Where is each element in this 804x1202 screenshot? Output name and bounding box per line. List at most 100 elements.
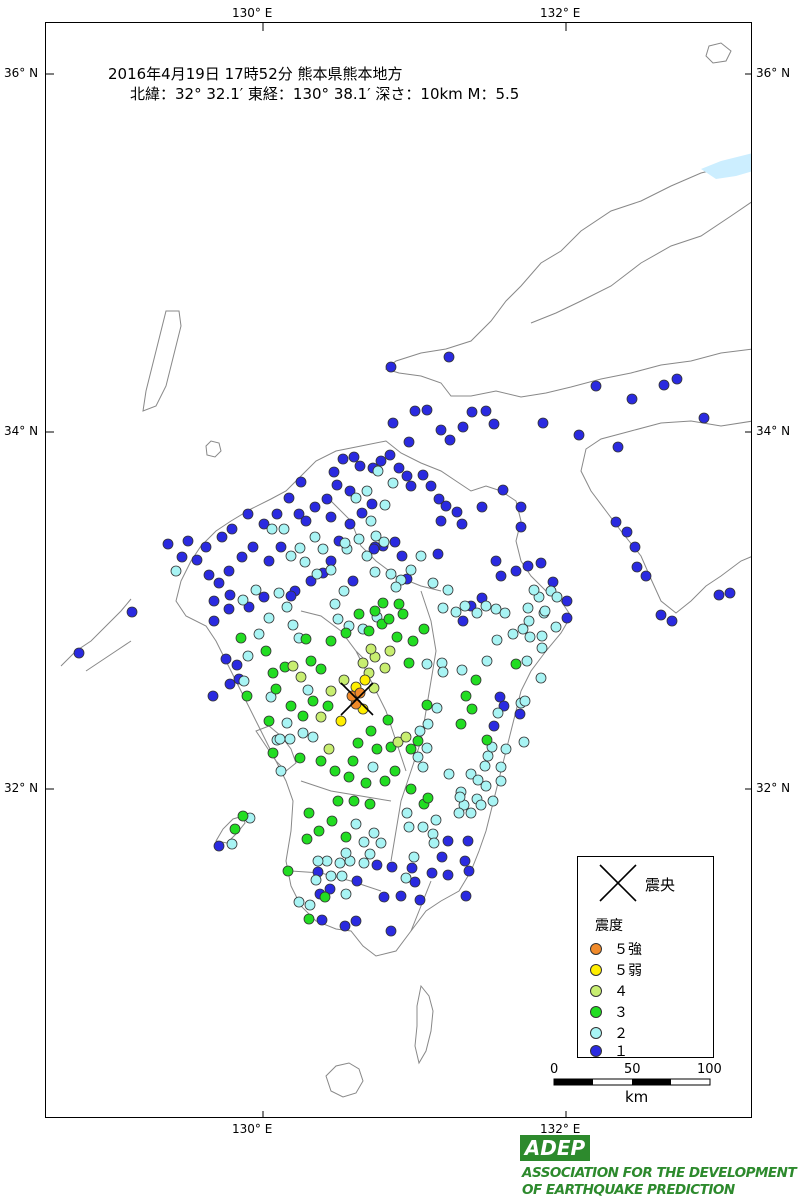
station-marker [457, 421, 469, 433]
station-marker [322, 700, 334, 712]
station-marker [375, 455, 387, 467]
station-marker [312, 855, 324, 867]
station-marker [295, 671, 307, 683]
station-marker [329, 765, 341, 777]
station-marker [339, 537, 351, 549]
station-marker [73, 647, 85, 659]
station-marker [311, 568, 323, 580]
station-marker [479, 760, 491, 772]
station-marker [226, 838, 238, 850]
station-marker [325, 511, 337, 523]
station-marker [466, 703, 478, 715]
shikoku-coast [580, 420, 751, 614]
station-marker [258, 591, 270, 603]
station-marker [481, 734, 493, 746]
station-marker [450, 606, 462, 618]
station-marker [354, 460, 366, 472]
station-marker [300, 515, 312, 527]
station-marker [537, 417, 549, 429]
station-marker [463, 865, 475, 877]
station-marker [340, 847, 352, 859]
scale-bar: 0 50 100 km [550, 1062, 722, 1112]
station-marker [547, 576, 559, 588]
station-marker [307, 731, 319, 743]
adep-line2: OF EARTHQUAKE PREDICTION [522, 1182, 735, 1198]
station-marker [414, 894, 426, 906]
station-marker [263, 715, 275, 727]
station-marker [340, 831, 352, 843]
legend-dot-3 [590, 1006, 602, 1018]
station-marker [378, 536, 390, 548]
station-marker [457, 615, 469, 627]
station-marker [329, 598, 341, 610]
station-marker [500, 743, 512, 755]
station-marker [285, 700, 297, 712]
station-marker [309, 531, 321, 543]
legend-dot-1 [590, 1045, 602, 1057]
station-marker [466, 406, 478, 418]
station-marker [487, 795, 499, 807]
station-marker [247, 541, 259, 553]
station-marker [242, 508, 254, 520]
legend-label-1: １ [614, 1044, 628, 1060]
lat-label-34-right: 34° N [756, 424, 791, 438]
station-marker [325, 685, 337, 697]
station-marker [213, 577, 225, 589]
station-marker [395, 890, 407, 902]
station-marker [350, 915, 362, 927]
station-marker [297, 727, 309, 739]
station-marker [389, 765, 401, 777]
station-marker [358, 857, 370, 869]
station-marker [250, 584, 262, 596]
station-marker [377, 597, 389, 609]
station-marker [365, 515, 377, 527]
station-marker [698, 412, 710, 424]
lat-label-34-left: 34° N [4, 424, 39, 438]
station-marker [216, 531, 228, 543]
station-marker [285, 590, 297, 602]
station-marker [353, 533, 365, 545]
station-marker [271, 508, 283, 520]
station-marker [371, 743, 383, 755]
station-marker [361, 485, 373, 497]
station-marker [459, 600, 471, 612]
station-marker [655, 609, 667, 621]
station-marker [328, 466, 340, 478]
station-marker [278, 523, 290, 535]
legend-intensity-heading: 震度 [595, 918, 623, 934]
station-marker [409, 876, 421, 888]
station-marker [517, 623, 529, 635]
station-marker [325, 635, 337, 647]
tick-marks [46, 23, 751, 1117]
station-marker [460, 890, 472, 902]
legend-dot-2 [590, 1027, 602, 1039]
station-marker [519, 695, 531, 707]
station-marker [385, 568, 397, 580]
station-marker [191, 554, 203, 566]
station-marker [267, 667, 279, 679]
station-marker [400, 731, 412, 743]
stations [73, 351, 736, 937]
station-marker [403, 436, 415, 448]
station-marker [494, 691, 506, 703]
station-marker [453, 807, 465, 819]
station-marker [539, 605, 551, 617]
station-marker [224, 589, 236, 601]
station-marker [287, 619, 299, 631]
station-marker [393, 598, 405, 610]
station-marker [237, 810, 249, 822]
station-marker [338, 585, 350, 597]
station-marker [307, 695, 319, 707]
station-marker [347, 575, 359, 587]
station-marker [334, 857, 346, 869]
station-marker [294, 752, 306, 764]
station-marker [365, 725, 377, 737]
oki-dozen [705, 42, 732, 64]
station-marker [528, 584, 540, 596]
scale-bar-graphic [553, 1078, 711, 1086]
station-marker [386, 861, 398, 873]
station-marker [495, 761, 507, 773]
epicenter-legend-icon [599, 864, 637, 902]
adep-line1: ASSOCIATION FOR THE DEVELOPMENT [522, 1165, 797, 1181]
legend-label-5minus: ５弱 [614, 963, 642, 979]
